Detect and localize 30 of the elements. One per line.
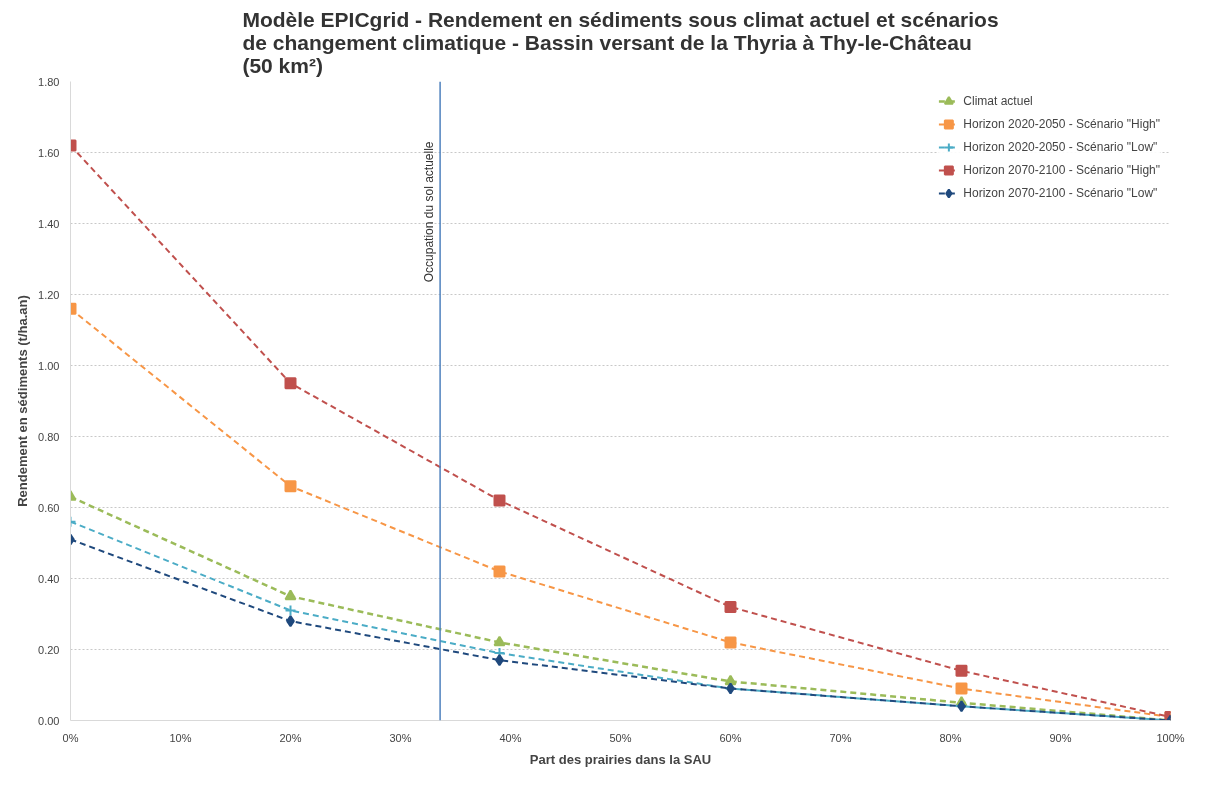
x-tick-label: 50%: [609, 731, 632, 744]
y-tick-label: 1.20: [38, 288, 60, 301]
x-tick-label: 70%: [829, 731, 852, 744]
x-tick-label: 20%: [279, 731, 302, 744]
y-tick-label: 0.80: [38, 430, 60, 443]
y-axis-title: Rendement en sédiments (t/ha.an): [15, 295, 31, 507]
y-tick-label: 0.60: [38, 501, 60, 514]
x-tick-label: 100%: [1156, 731, 1185, 744]
x-tick-label: 80%: [939, 731, 962, 744]
y-tick-label: 0.20: [38, 643, 60, 656]
x-tick-label: 30%: [389, 731, 412, 744]
y-tick-label: 0.40: [38, 572, 60, 585]
legend-label: Horizon 2070-2100 - Scénario "High": [963, 163, 1160, 177]
y-tick-label: 1.40: [38, 217, 60, 230]
legend-label: Horizon 2070-2100 - Scénario "Low": [963, 186, 1158, 200]
ref-line-label: Occupation du sol actuelle: [422, 141, 437, 283]
x-tick-label: 60%: [719, 731, 742, 744]
y-tick-label: 1.60: [38, 146, 60, 159]
x-axis-title: Part des prairies dans la SAU: [529, 751, 712, 767]
chart-title: Modèle EPICgrid - Rendement en sédiments sous climat actuel et scénarios de changement climatique - Bassin versant de la Thyria à Thy-le-Château (50 km²): [242, 7, 999, 77]
legend-label: Horizon 2020-2050 - Scénario "Low": [963, 140, 1158, 154]
x-tick-label: 10%: [169, 731, 192, 744]
y-tick-label: 1.80: [38, 75, 60, 88]
legend-label: Climat actuel: [963, 94, 1033, 108]
y-tick-label: 1.00: [38, 359, 60, 372]
legend-label: Horizon 2020-2050 - Scénario "High": [963, 117, 1160, 131]
y-tick-label: 0.00: [38, 714, 60, 727]
x-tick-label: 90%: [1049, 731, 1072, 744]
x-tick-label: 40%: [499, 731, 522, 744]
x-tick-label: 0%: [62, 731, 79, 744]
